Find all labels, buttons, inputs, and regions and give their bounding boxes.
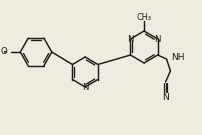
Text: O: O — [1, 48, 7, 57]
Text: N: N — [161, 92, 168, 102]
Text: CH₃: CH₃ — [136, 13, 151, 21]
Text: N: N — [154, 35, 160, 43]
Text: NH: NH — [171, 53, 184, 63]
Text: N: N — [81, 82, 88, 92]
Text: N: N — [127, 35, 133, 43]
